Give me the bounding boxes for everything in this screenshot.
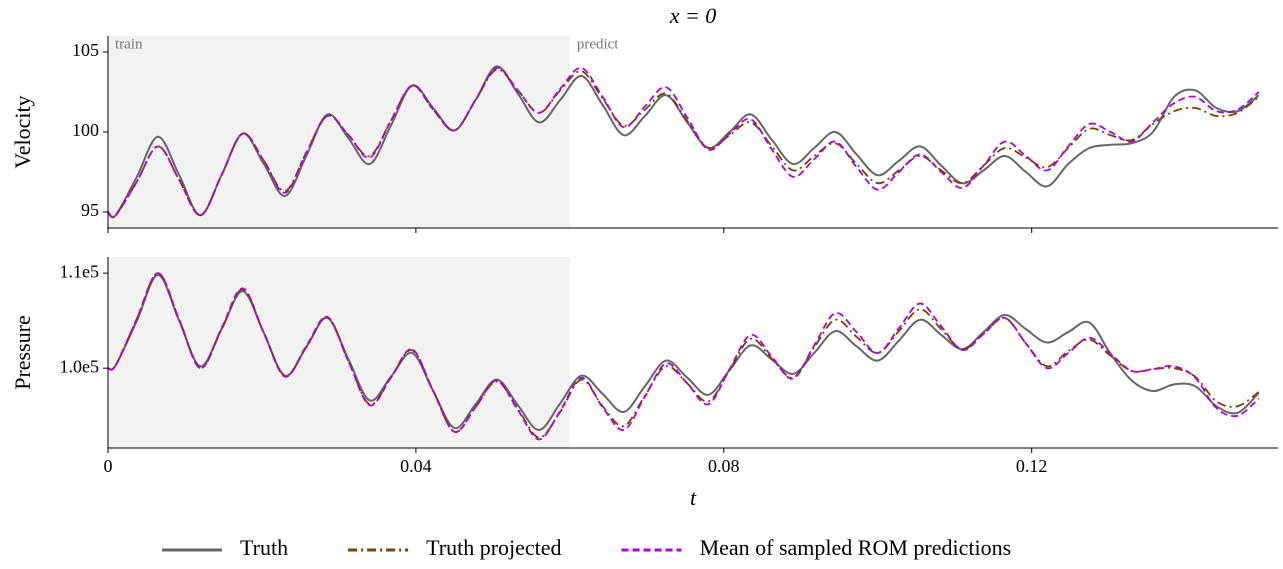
legend-label: Truth [240, 535, 288, 560]
series-line [108, 67, 1260, 218]
series-line [108, 68, 1260, 218]
annotation: predict [577, 36, 619, 52]
series-line [108, 274, 1260, 431]
x-tick-label: 0.04 [400, 456, 432, 476]
x-tick-label: 0.12 [1016, 456, 1048, 476]
chart-title: x = 0 [669, 3, 717, 28]
annotation: train [115, 36, 143, 52]
y-tick-label: 95 [81, 200, 99, 220]
y-axis-label: Velocity [10, 95, 35, 168]
x-axis-label: t [690, 485, 697, 510]
series-line [108, 272, 1260, 441]
train-region [108, 36, 570, 228]
y-tick-label: 100 [72, 120, 99, 140]
series-line [108, 272, 1260, 439]
legend-label: Truth projected [426, 535, 561, 560]
x-tick-label: 0 [104, 456, 113, 476]
x-tick-label: 0.08 [708, 456, 740, 476]
y-tick-label: 1.1e5 [60, 261, 100, 281]
y-axis-label: Pressure [10, 315, 35, 390]
legend-label: Mean of sampled ROM predictions [700, 535, 1012, 560]
train-region [108, 257, 570, 448]
y-tick-label: 1.0e5 [60, 356, 100, 376]
y-tick-label: 105 [72, 40, 99, 60]
